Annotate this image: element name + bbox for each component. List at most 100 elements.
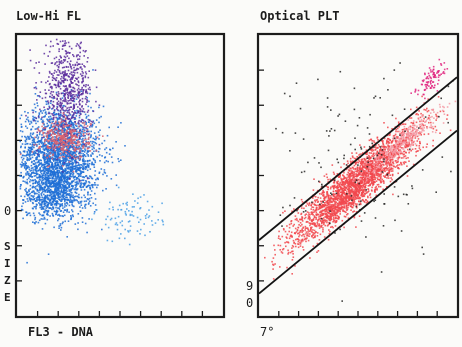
scatter-point — [82, 144, 84, 146]
scatter-point — [86, 152, 88, 155]
scatter-point — [51, 113, 53, 115]
scatter-point — [33, 103, 36, 106]
scatter-point — [41, 97, 44, 100]
scatter-point — [339, 201, 342, 204]
scatter-point — [73, 156, 75, 159]
scatter-point — [64, 120, 67, 122]
scatter-point — [49, 147, 52, 149]
scatter-point — [63, 178, 65, 180]
scatter-point — [51, 145, 54, 147]
scatter-point — [58, 63, 60, 66]
scatter-point — [351, 200, 354, 202]
scatter-point — [25, 172, 27, 175]
scatter-point — [31, 136, 33, 139]
scatter-point — [57, 219, 59, 222]
scatter-point — [90, 120, 92, 123]
scatter-point — [70, 199, 73, 202]
scatter-point — [68, 45, 71, 48]
scatter-point — [65, 126, 68, 129]
scatter-point — [81, 145, 83, 147]
scatter-point — [72, 86, 74, 89]
scatter-point — [418, 110, 420, 112]
scatter-point — [384, 146, 387, 148]
scatter-point — [81, 118, 83, 121]
scatter-point — [75, 133, 78, 136]
scatter-point — [62, 85, 65, 87]
scatter-point — [38, 162, 41, 165]
scatter-point — [54, 174, 57, 177]
scatter-point — [78, 158, 81, 160]
scatter-point — [80, 164, 82, 166]
scatter-point — [388, 142, 391, 144]
scatter-point — [69, 175, 72, 177]
scatter-point — [53, 77, 55, 79]
scatter-point — [335, 203, 337, 205]
scatter-point — [60, 136, 63, 138]
scatter-point — [58, 61, 60, 63]
scatter-point — [52, 185, 55, 188]
scatter-point — [61, 155, 64, 158]
scatter-point — [53, 193, 55, 196]
scatter-point — [68, 163, 71, 166]
scatter-point — [79, 89, 81, 91]
scatter-point — [37, 181, 39, 183]
scatter-point — [288, 223, 291, 226]
scatter-point — [62, 154, 65, 157]
scatter-point — [66, 79, 69, 82]
scatter-point — [62, 151, 65, 154]
scatter-point — [71, 169, 74, 171]
scatter-point — [94, 138, 96, 141]
scatter-point — [50, 117, 53, 120]
scatter-point — [71, 77, 74, 79]
scatter-point — [44, 144, 47, 146]
scatter-point — [64, 192, 67, 194]
scatter-point — [34, 182, 36, 184]
scatter-point — [44, 177, 46, 180]
scatter-point — [348, 176, 351, 178]
scatter-point — [332, 218, 335, 220]
scatter-point — [51, 173, 53, 175]
scatter-point — [410, 108, 412, 111]
scatter-point — [64, 181, 67, 183]
scatter-point — [79, 134, 81, 137]
scatter-point — [70, 71, 73, 73]
scatter-point — [293, 208, 295, 210]
scatter-point — [67, 66, 70, 68]
scatter-point — [62, 100, 64, 102]
scatter-point — [90, 106, 92, 109]
scatter-point — [62, 128, 64, 130]
scatter-point — [33, 165, 36, 168]
scatter-point — [24, 135, 26, 138]
scatter-point — [371, 150, 373, 152]
scatter-point — [45, 81, 47, 84]
scatter-point — [80, 133, 83, 135]
scatter-point — [58, 142, 60, 144]
scatter-point — [301, 228, 303, 230]
scatter-point — [21, 130, 24, 133]
scatter-point — [143, 194, 145, 196]
scatter-point — [25, 114, 27, 117]
scatter-point — [49, 171, 52, 174]
scatter-point — [46, 154, 49, 156]
scatter-point — [89, 136, 92, 139]
scatter-point — [38, 180, 40, 182]
scatter-point — [78, 95, 80, 97]
scatter-point — [301, 207, 303, 209]
scatter-point — [67, 69, 70, 72]
scatter-point — [57, 178, 60, 180]
scatter-point — [359, 177, 361, 179]
scatter-point — [98, 148, 101, 150]
scatter-point — [66, 117, 69, 119]
scatter-point — [32, 115, 34, 118]
scatter-point — [312, 206, 315, 209]
scatter-point — [45, 100, 47, 103]
scatter-point — [62, 116, 65, 118]
scatter-point — [44, 176, 47, 178]
scatter-point — [26, 193, 29, 196]
scatter-point — [131, 214, 133, 216]
scatter-point — [53, 152, 56, 155]
scatter-point — [69, 91, 71, 94]
scatter-point — [89, 126, 91, 128]
scatter-point — [55, 211, 57, 213]
scatter-point — [51, 193, 53, 195]
